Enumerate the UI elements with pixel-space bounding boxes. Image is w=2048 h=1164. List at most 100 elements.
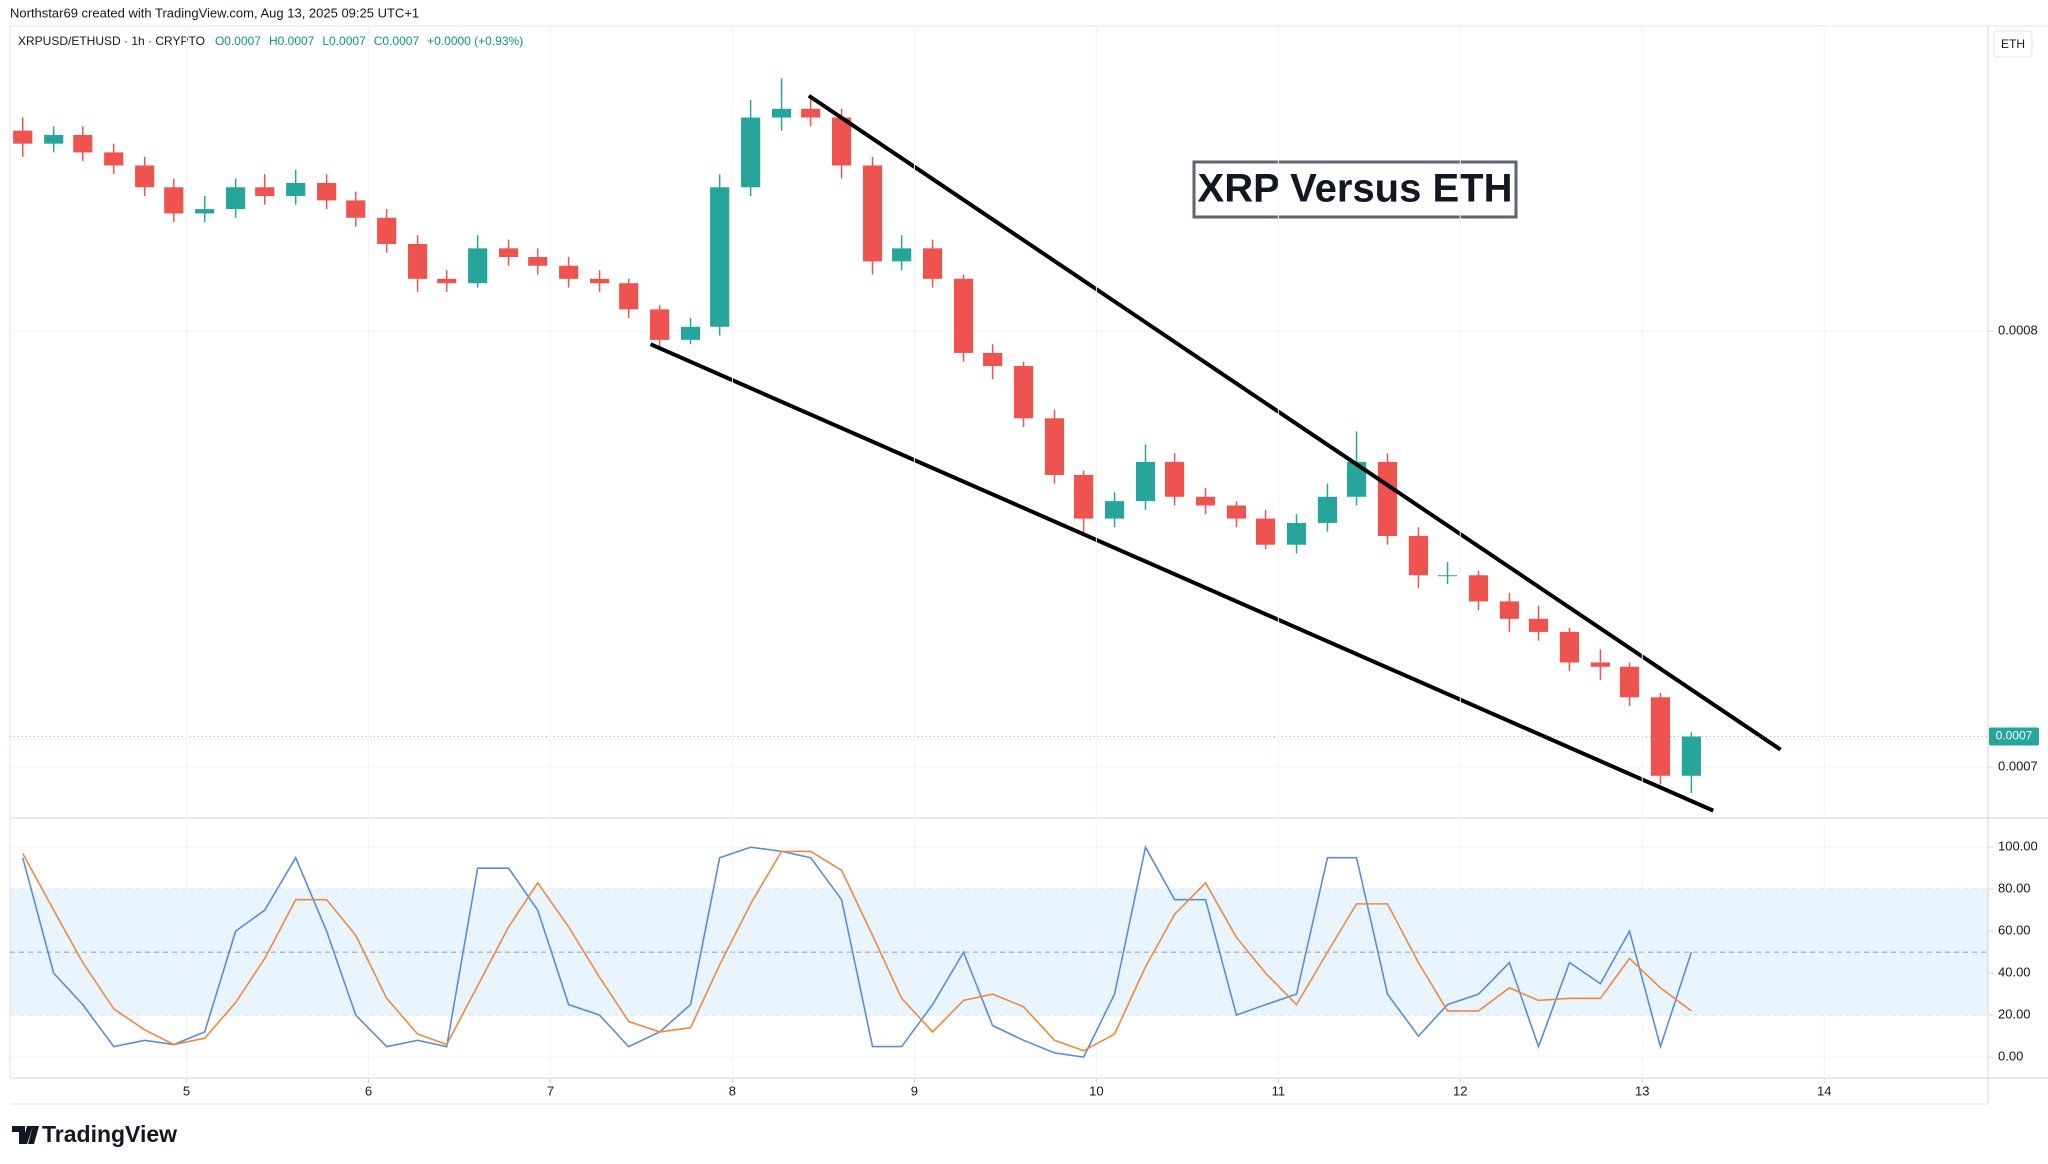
y-tick-label: 20.00 [1998, 1007, 2031, 1022]
candle-body [1195, 496, 1216, 506]
candle-body [44, 134, 64, 144]
x-tick-label: 10 [1089, 1083, 1103, 1098]
y-tick-label: 60.00 [1998, 923, 2031, 938]
legend-value: C0.0007 [374, 34, 420, 48]
x-tick-label: 9 [911, 1083, 918, 1098]
candle-body [408, 243, 428, 279]
candle-body [346, 200, 366, 218]
candle-body [13, 130, 33, 144]
candle-body [650, 309, 670, 340]
y-tick-label: 80.00 [1998, 881, 2031, 896]
candle-body [1408, 536, 1429, 576]
x-tick-label: 6 [365, 1083, 372, 1098]
candle-body [135, 165, 155, 188]
last-price-tag [1989, 727, 2039, 746]
candle-body [680, 326, 701, 340]
x-tick-label: 13 [1635, 1083, 1649, 1098]
candle-body [286, 182, 306, 197]
candle-body [1528, 618, 1549, 632]
candle-body [226, 187, 246, 210]
x-tick-label: 8 [729, 1083, 736, 1098]
candle-body [983, 352, 1003, 367]
y-tick-label: 100.00 [1998, 839, 2038, 854]
candle-body [1590, 662, 1610, 667]
candle-body [619, 283, 639, 310]
y-tick-label: 0.00 [1998, 1049, 2023, 1064]
title-box [1192, 160, 1518, 219]
candle-body [953, 278, 974, 353]
candle-body [1255, 518, 1276, 545]
candle-body [1135, 461, 1156, 502]
indicator-line [21, 844, 1693, 1058]
x-tick-label: 5 [183, 1083, 190, 1098]
candle-body [1044, 418, 1065, 475]
y-tick-label: 0.0007 [1998, 758, 2038, 773]
candle-body [528, 257, 548, 266]
candle-body [589, 278, 610, 284]
candle-body [1681, 736, 1701, 776]
candle-body [73, 134, 93, 153]
trendline [807, 94, 1782, 752]
candle-body [104, 152, 124, 166]
currency[interactable]: ETH [2001, 37, 2025, 51]
candle-body [1346, 461, 1367, 497]
price-pane: 0.0008 0.0007 0.0007 [10, 78, 2039, 813]
candle-body [255, 187, 275, 197]
candle-body [922, 248, 943, 279]
chart-title: XRP Versus ETH [1198, 167, 1513, 211]
candle-body [801, 108, 821, 118]
x-tick-label: 12 [1453, 1083, 1467, 1098]
candle-body [1165, 461, 1185, 497]
x-tick-label: 11 [1272, 1083, 1286, 1098]
candle-body [164, 187, 184, 214]
candle-body [1619, 666, 1640, 698]
candle-body [499, 248, 519, 258]
symbol: XRPUSD/ETHUSD · 1h · CRYPTO [18, 34, 205, 48]
candle-body [1104, 501, 1125, 519]
y-tick-label: 40.00 [1998, 965, 2031, 980]
credit: Northstar69 created with TradingView.com… [10, 5, 419, 20]
candle-body [710, 187, 730, 327]
candle-body [377, 217, 397, 244]
currency-box[interactable] [1993, 30, 2033, 58]
candle-body [1226, 505, 1247, 519]
candle-body [832, 117, 852, 166]
candle-body [1317, 496, 1338, 523]
indicator-pane: 100.00 80.00 60.00 40.00 20.00 0.00 5 6 7 8 9 10 11 1… [10, 26, 2038, 1098]
x-tick-label: 7 [547, 1083, 554, 1098]
brand: TradingView [42, 1121, 177, 1147]
last-price-label: 0.0007 [1996, 729, 2033, 743]
legend-value: L0.0007 [322, 34, 366, 48]
candle-body [195, 209, 215, 214]
trendline [649, 342, 1715, 813]
y-tick-label: 0.0008 [1998, 323, 2038, 338]
legend-value: O0.0007 [215, 34, 261, 48]
candle-body [892, 248, 912, 262]
candle-body [468, 248, 488, 284]
candle-body [1499, 601, 1520, 619]
candle-body [1377, 461, 1398, 537]
logo-mark [12, 1126, 39, 1144]
candle-body [437, 278, 457, 284]
candle-body [1559, 631, 1580, 663]
candle-body [1437, 575, 1458, 577]
candle-body [1468, 575, 1489, 602]
candle-body [317, 182, 337, 201]
candle-body [1074, 474, 1094, 519]
legend-value: +0.0000 (+0.93%) [427, 34, 523, 48]
candle-body [862, 165, 883, 262]
brand-logo [12, 1126, 39, 1144]
symbol-legend: XRPUSD/ETHUSD · 1h · CRYPTO O0.0007 H0.000… [18, 34, 523, 48]
x-tick-label: 14 [1817, 1083, 1831, 1098]
candle-body [741, 117, 761, 188]
frame [9, 25, 2048, 1105]
candle-body [559, 265, 579, 279]
indicator-line [22, 850, 1692, 1052]
candle-body [1286, 522, 1307, 545]
candle-body [1013, 366, 1034, 419]
candle-body [1650, 697, 1671, 776]
legend-value: H0.0007 [269, 34, 315, 48]
candle-body [771, 108, 792, 118]
